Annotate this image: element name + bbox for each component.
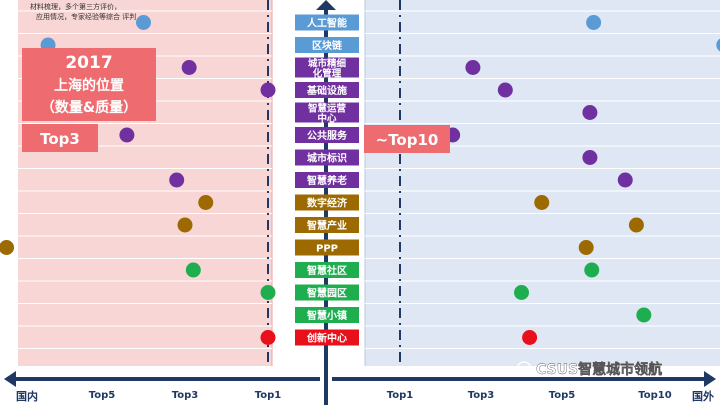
category-label: 人工智能: [307, 17, 347, 30]
axis-ticks: Top5 Top3 Top1 Top1 Top3 Top5 Top10: [89, 390, 672, 401]
international-point: [578, 240, 594, 255]
domestic-point: [169, 172, 185, 188]
category-label-box: [295, 262, 359, 278]
international-tick-label: Top1: [387, 390, 414, 401]
category-label-box: [295, 284, 359, 301]
domestic-tick-label: Top5: [89, 390, 116, 401]
international-point: [582, 105, 598, 120]
left-title-line1: 上海的位置: [54, 77, 124, 94]
left-badge: Top3: [40, 130, 80, 148]
category-label-box: [295, 127, 359, 143]
category-labels: 人工智能区块链城市精细化管理基础设施智慧运营中心公共服务城市标识智慧养老数字经济…: [295, 14, 359, 346]
domestic-point: [260, 82, 276, 98]
category-label-box: [295, 307, 359, 323]
domestic-point: [185, 262, 201, 278]
international-point: [617, 172, 633, 188]
category-label-box: [295, 217, 359, 233]
category-label: 中心: [317, 113, 337, 125]
category-label: 公共服务: [307, 129, 348, 142]
domestic-point: [260, 330, 276, 345]
right-badge-box: [364, 125, 450, 153]
category-label-box: [295, 239, 359, 256]
international-point: [534, 195, 550, 210]
center-axis-arrow: [316, 0, 336, 10]
international-region: [365, 0, 720, 366]
domestic-point: [181, 60, 197, 75]
category-label: 创新中心: [306, 332, 347, 345]
domestic-axis-arrow: [4, 371, 16, 387]
international-point: [522, 330, 538, 345]
category-label: 智慧社区: [307, 264, 347, 277]
domestic-axis-label: 国内: [16, 389, 38, 403]
international-point: [465, 60, 481, 75]
category-label-box: [295, 172, 359, 188]
left-badge-box: [22, 124, 98, 152]
category-label: PPP: [316, 244, 338, 255]
international-point: [628, 217, 644, 233]
international-point: [497, 82, 513, 98]
domestic-point: [0, 240, 15, 255]
international-point: [514, 285, 529, 300]
note-line-1: 材料梳理，多个第三方评价，: [30, 2, 121, 11]
international-point: [716, 38, 720, 52]
category-label-box: [295, 329, 359, 346]
category-label: 智慧养老: [307, 174, 347, 187]
category-label-box: [295, 149, 359, 166]
category-label: 数字经济: [307, 197, 348, 210]
domestic-point: [198, 195, 214, 210]
category-label: 区块链: [312, 39, 343, 52]
international-tick-label: Top5: [549, 390, 576, 401]
international-point: [586, 15, 602, 30]
domestic-tick-label: Top3: [172, 390, 199, 401]
international-axis-label: 国外: [692, 389, 714, 403]
left-title-box: [22, 48, 156, 121]
category-label-box: [295, 194, 359, 211]
category-label: 城市精细: [308, 58, 347, 70]
category-label: 城市标识: [307, 152, 347, 165]
international-tick-label: Top3: [468, 390, 495, 401]
watermark: CSUS智慧城市领航: [516, 361, 662, 378]
category-label: 智慧小镇: [307, 309, 347, 322]
domestic-point: [119, 127, 135, 143]
domestic-point: [260, 285, 276, 300]
domestic-point: [177, 217, 193, 233]
domestic-point: [136, 15, 151, 30]
international-tick-label: Top10: [638, 390, 671, 401]
category-label: 智慧运营: [308, 103, 347, 115]
category-label: 智慧园区: [307, 287, 347, 300]
category-label-box: [295, 102, 359, 123]
category-label: 基础设施: [306, 84, 347, 97]
left-title-line2: （数量&质量）: [41, 99, 137, 116]
international-point: [582, 150, 598, 165]
note-line-2: 应用情况，专家经验等综合 评判: [36, 12, 136, 21]
international-axis-arrow: [704, 371, 716, 387]
category-label: 化管理: [313, 68, 342, 80]
wechat-icon: [516, 361, 532, 377]
category-label-box: [295, 37, 359, 53]
category-label-box: [295, 57, 359, 78]
category-label-box: [295, 82, 359, 98]
international-point: [636, 307, 652, 323]
left-year: 2017: [65, 53, 112, 73]
watermark-text: CSUS智慧城市领航: [536, 361, 662, 378]
domestic-tick-label: Top1: [255, 390, 282, 401]
right-badge: ~Top10: [376, 131, 439, 149]
international-point: [584, 262, 600, 278]
category-label: 智慧产业: [307, 219, 347, 232]
category-label-box: [295, 14, 359, 31]
